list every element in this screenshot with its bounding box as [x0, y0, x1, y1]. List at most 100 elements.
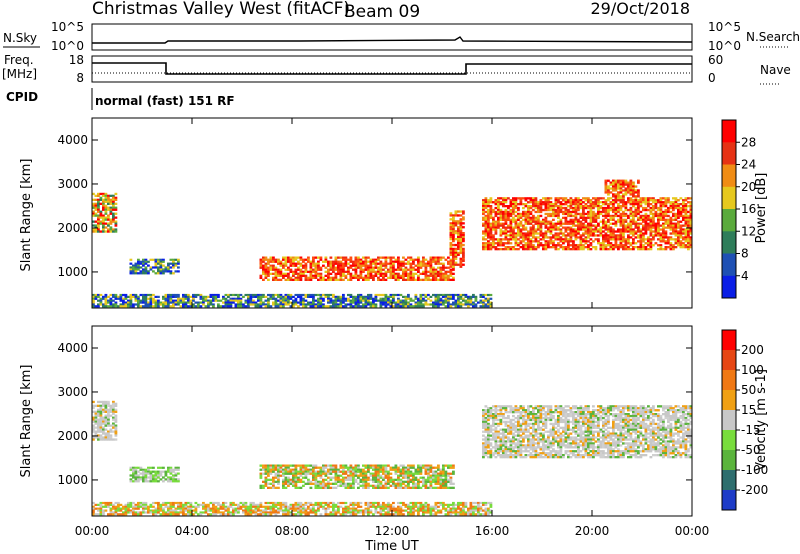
range-cell: [679, 240, 683, 243]
range-cell: [104, 218, 108, 221]
range-cell: [577, 230, 580, 233]
range-cell: [374, 464, 378, 467]
range-cell: [504, 442, 508, 445]
range-cell: [539, 224, 543, 227]
range-cell: [377, 472, 380, 475]
range-cell: [487, 230, 490, 233]
range-cell: [262, 272, 265, 275]
range-cell: [97, 222, 100, 225]
range-cell: [347, 486, 350, 489]
range-cell: [457, 236, 460, 239]
range-cell: [454, 305, 458, 308]
range-cell: [404, 301, 408, 304]
range-cell: [259, 474, 263, 477]
range-cell: [447, 301, 450, 304]
range-cell: [364, 295, 368, 298]
range-cell: [384, 272, 388, 275]
range-cell: [99, 422, 103, 425]
range-cell: [222, 295, 225, 298]
range-cell: [152, 270, 155, 273]
range-cell: [259, 472, 263, 475]
range-cell: [349, 482, 353, 485]
range-cell: [139, 266, 143, 269]
range-cell: [684, 206, 688, 210]
range-cell: [377, 276, 380, 279]
range-cell: [617, 197, 620, 200]
range-cell: [299, 466, 303, 469]
range-cell: [647, 228, 650, 231]
range-cell: [174, 262, 178, 265]
range-cell: [369, 478, 373, 481]
range-cell: [262, 266, 265, 269]
range-cell: [524, 244, 528, 247]
range-cell: [384, 293, 388, 297]
range-cell: [122, 303, 125, 306]
range-cell: [644, 212, 648, 216]
range-cell: [492, 222, 495, 225]
range-cell: [97, 226, 100, 229]
range-cell: [687, 244, 690, 247]
range-cell: [409, 486, 413, 489]
range-cell: [264, 274, 268, 277]
range-cell: [287, 482, 290, 485]
range-cell: [372, 297, 375, 300]
range-cell: [112, 412, 115, 415]
range-cell: [514, 210, 518, 214]
range-cell: [284, 295, 288, 298]
range-cell: [444, 297, 448, 300]
range-cell: [657, 208, 660, 212]
range-cell: [152, 299, 155, 302]
range-cell: [647, 197, 650, 200]
range-cell: [409, 262, 413, 265]
range-cell: [459, 222, 463, 225]
range-cell: [544, 248, 548, 251]
range-cell: [404, 274, 408, 277]
range-cell: [514, 236, 518, 239]
colorbar-swatch: [722, 275, 736, 299]
range-cell: [687, 234, 690, 237]
range-cell: [104, 226, 108, 229]
range-cell: [452, 276, 455, 279]
range-cell: [387, 299, 390, 302]
range-cell: [422, 297, 425, 300]
range-cell: [494, 238, 498, 241]
range-cell: [557, 238, 560, 241]
range-cell: [459, 259, 463, 262]
range-cell: [287, 478, 290, 481]
range-cell: [524, 228, 528, 231]
range-cell: [602, 203, 605, 206]
range-cell: [674, 216, 678, 219]
range-cell: [607, 203, 610, 206]
range-cell: [367, 476, 370, 479]
range-cell: [524, 218, 528, 221]
range-cell: [659, 218, 663, 221]
range-cell: [177, 466, 180, 469]
range-cell: [627, 214, 630, 218]
range-cell: [132, 476, 135, 479]
range-cell: [337, 303, 340, 306]
range-cell: [632, 212, 635, 216]
range-cell: [507, 218, 510, 221]
range-cell: [542, 236, 545, 239]
range-cell: [624, 203, 628, 206]
range-cell: [142, 293, 145, 297]
range-cell: [674, 238, 678, 241]
range-cell: [354, 274, 358, 277]
range-cell: [104, 400, 108, 404]
range-cell: [664, 208, 668, 212]
range-cell: [604, 191, 608, 194]
range-cell: [297, 464, 300, 467]
range-cell: [337, 474, 340, 477]
range-cell: [339, 297, 343, 300]
range-cell: [489, 438, 493, 441]
range-cell: [314, 274, 318, 277]
range-cell: [684, 228, 688, 231]
range-cell: [549, 203, 553, 206]
range-cell: [167, 299, 170, 302]
range-cell: [637, 246, 640, 249]
range-cell: [429, 480, 433, 483]
range-cell: [334, 480, 338, 483]
range-cell: [422, 272, 425, 275]
range-cell: [632, 205, 635, 208]
range-cell: [442, 268, 445, 271]
